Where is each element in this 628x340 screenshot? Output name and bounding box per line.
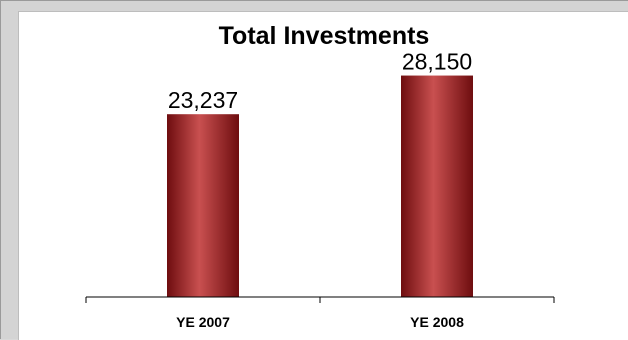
x-tick-label: YE 2008 xyxy=(410,314,464,330)
x-tick-label: YE 2007 xyxy=(176,314,230,330)
bar-ye-2008 xyxy=(401,75,473,297)
bar-ye-2007 xyxy=(167,114,239,297)
data-label: 23,237 xyxy=(168,87,238,113)
data-label: 28,150 xyxy=(402,49,472,75)
chart-area xyxy=(18,11,628,340)
chart-title: Total Investments xyxy=(219,22,430,50)
